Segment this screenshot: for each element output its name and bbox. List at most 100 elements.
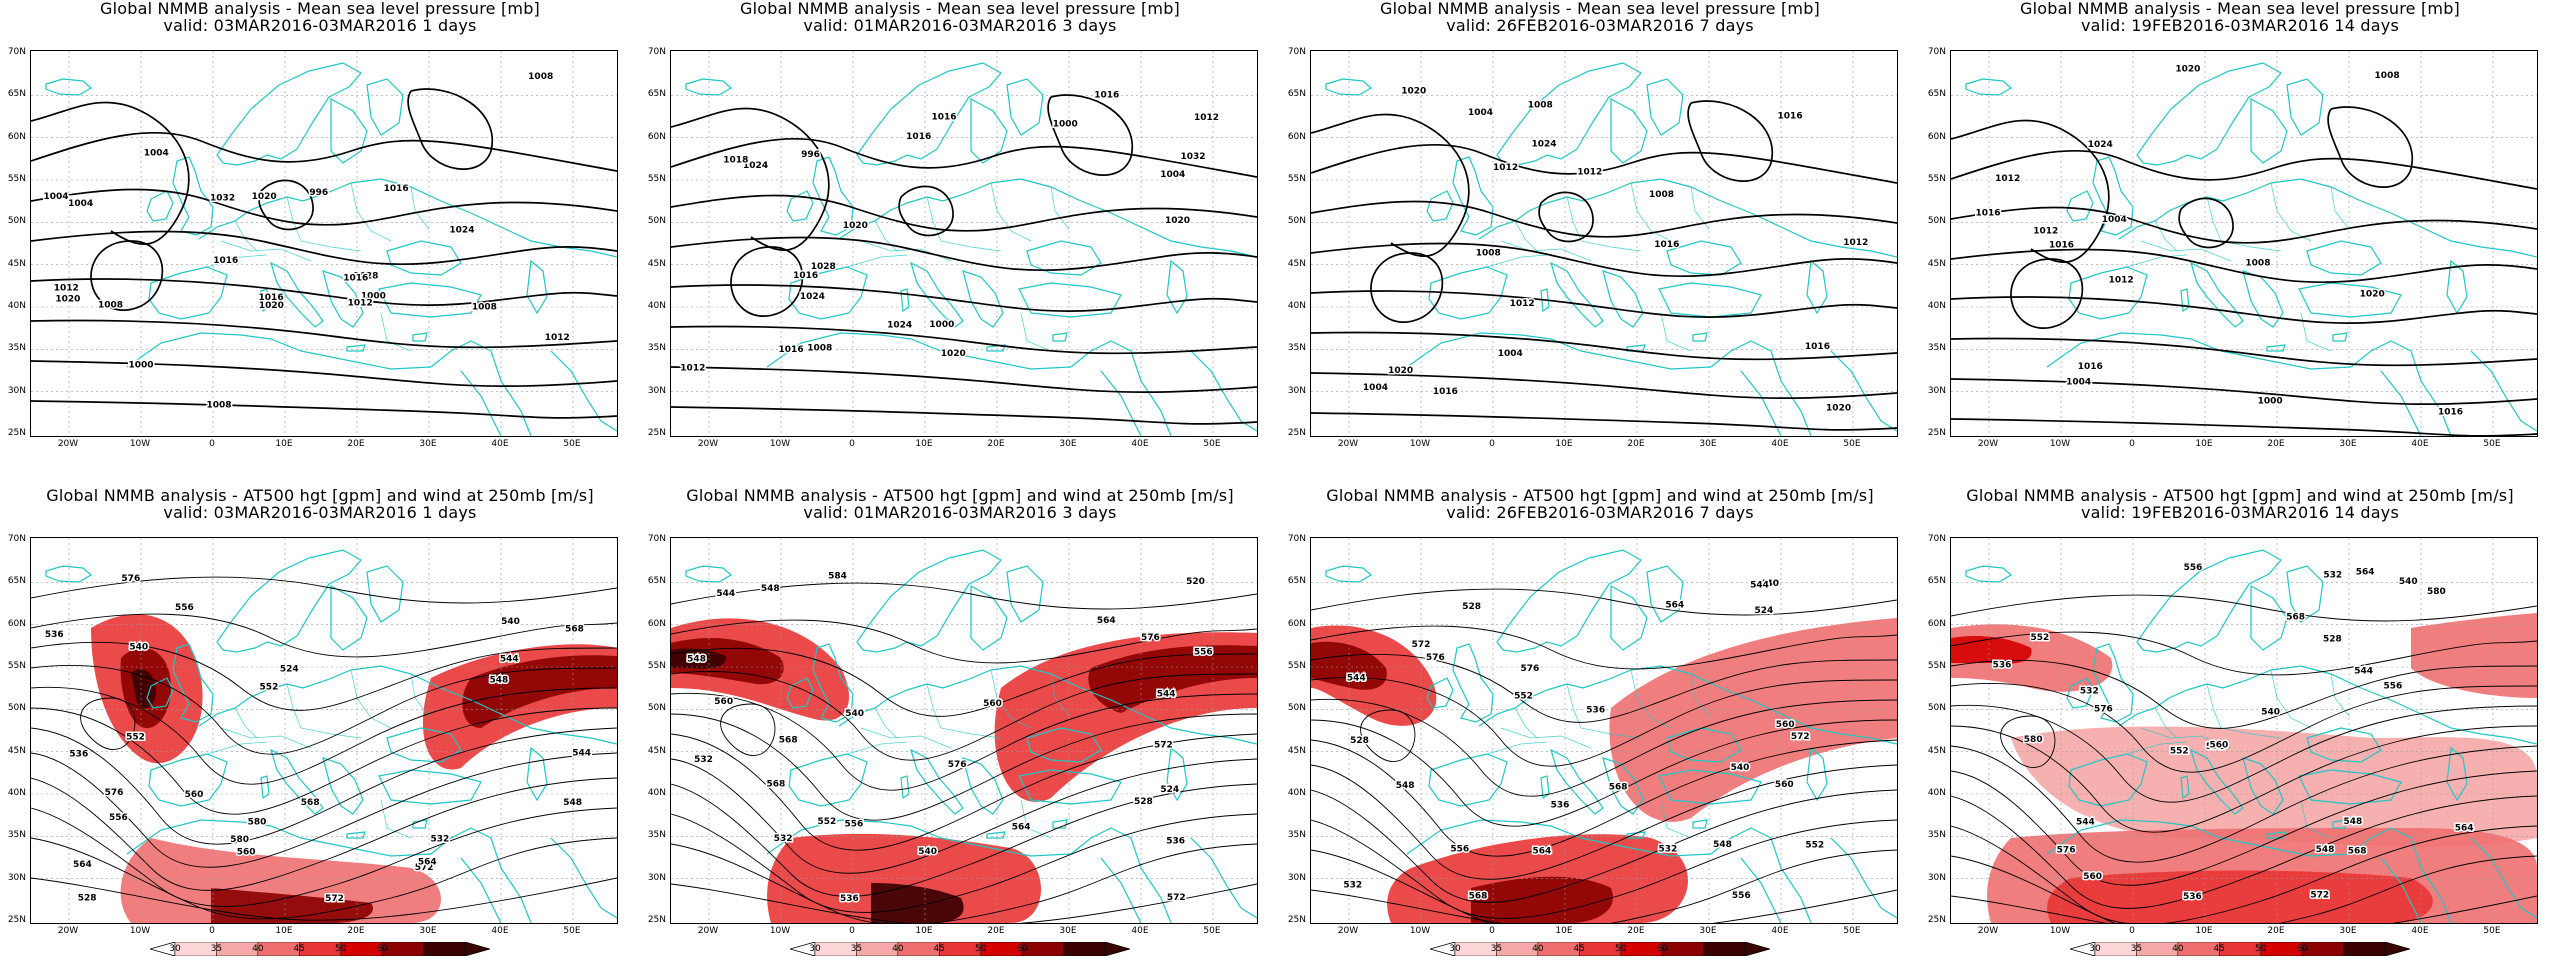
graticule	[671, 538, 1257, 923]
coastlines	[685, 62, 1257, 436]
contour-label: 1020	[55, 295, 80, 305]
map-area: 1000 1004 1008 1012 1016 1020 1024 1028 1032 996 1…	[30, 50, 618, 437]
lat-tick-label: 25N	[7, 915, 26, 925]
contour-label: 1032	[1181, 152, 1206, 162]
wind-shading	[1311, 618, 1897, 923]
lat-tick-label: 65N	[1287, 89, 1306, 100]
lat-tick-label: 40N	[647, 301, 666, 311]
contour-label: 1012	[2033, 227, 2058, 237]
contour-label: 552	[2031, 633, 2050, 643]
panel-subtitle: valid: 26FEB2016-03MAR2016 7 days	[1446, 503, 1754, 522]
contour-label: 580	[2427, 587, 2446, 597]
contour-label: 544	[500, 654, 519, 664]
colorbar-tick-label: 35	[2130, 944, 2143, 954]
lon-tick-label: 50E	[1203, 439, 1221, 449]
panel-subtitle: valid: 26FEB2016-03MAR2016 7 days	[1446, 16, 1754, 35]
graticule	[1311, 538, 1897, 923]
wind-shade-area	[211, 888, 373, 923]
contour-label: 536	[45, 630, 64, 640]
height-contours	[1951, 594, 2537, 923]
height-contours	[31, 576, 617, 921]
contour-label: 1008	[472, 302, 497, 312]
wind-colorbar	[2070, 942, 2410, 956]
lat-tick-label: 45N	[7, 258, 26, 269]
lon-tick-label: 0	[1489, 439, 1495, 449]
contour-label: 568	[2286, 612, 2305, 622]
contour-label: 1004	[1160, 170, 1185, 180]
map-canvas: 1004 1000 1004 1008 1012 1016 1020 1024 1012 1016…	[1951, 51, 2537, 436]
lon-tick-label: 10W	[2049, 439, 2071, 449]
lat-tick-label: 65N	[7, 89, 26, 100]
contour-label: 564	[1097, 616, 1116, 626]
lat-tick-label: 45N	[7, 745, 26, 756]
contour-label: 1012	[1577, 167, 1602, 177]
map-panel-z500-1day: Global NMMB analysis - AT500 hgt [gpm] a…	[0, 487, 640, 960]
contour-label: 1000	[128, 361, 153, 371]
contour-label: 572	[1154, 741, 1173, 751]
lon-tick-label: 50E	[1843, 926, 1861, 936]
contour-label: 536	[1586, 705, 1605, 715]
wind-shade-area	[2411, 613, 2537, 698]
contour-label: 1000	[2258, 397, 2283, 407]
lon-tick-label: 50E	[563, 926, 581, 936]
colorbar-tick-label: 35	[850, 944, 863, 954]
contour-label: 564	[73, 860, 92, 870]
lat-tick-label: 55N	[7, 661, 26, 671]
lon-tick-label: 40E	[2411, 926, 2429, 936]
wind-shade-area	[871, 883, 964, 923]
lon-tick-label: 20W	[57, 439, 79, 449]
map-canvas: 528 532 536 540 544 548 552 556 560 564 568 572 576 5…	[31, 538, 617, 923]
lon-tick-label: 50E	[563, 439, 581, 449]
panel-subtitle: valid: 01MAR2016-03MAR2016 3 days	[803, 503, 1117, 522]
map-area: 524 528 532 536 540 544 548 552 556 560 564 568 572 5…	[1310, 537, 1898, 924]
lat-tick-label: 70N	[1287, 47, 1306, 57]
lat-tick-label: 35N	[647, 343, 666, 354]
panel-subtitle: valid: 19FEB2016-03MAR2016 14 days	[2081, 16, 2399, 35]
colorbar-tick-label: 50	[334, 944, 347, 954]
coastlines	[1965, 62, 2537, 436]
contour-label: 1012	[348, 299, 373, 309]
contour-label: 1020	[2360, 289, 2385, 299]
lat-tick-label: 25N	[1927, 428, 1946, 438]
contour-label: 996	[309, 188, 328, 198]
contour-label: 1020	[941, 349, 966, 359]
contour-label: 1016	[2078, 362, 2103, 372]
map-area: 1004 1008 1012 1016 1020 1008 1004 1012 1008 1004…	[1310, 50, 1898, 437]
contour-label: 560	[1776, 720, 1795, 730]
contour-label: 552	[2170, 746, 2189, 756]
contour-labels: 1004 1008 1012 1016 1020 1008 1004 1012 1008 1004…	[1361, 85, 1869, 415]
lat-tick-label: 50N	[647, 216, 666, 227]
contour-label: 528	[78, 893, 97, 903]
lat-tick-label: 70N	[1927, 534, 1946, 544]
contour-label: 528	[1134, 797, 1153, 807]
contour-label: 1004	[2066, 378, 2091, 388]
contour-label: 1012	[1493, 163, 1518, 173]
lat-tick-label: 40N	[7, 788, 26, 798]
contour-label: 1012	[1843, 238, 1868, 248]
lat-tick-label: 70N	[1287, 534, 1306, 544]
contour-label: 1016	[2049, 240, 2074, 250]
contour-label: 548	[687, 654, 706, 664]
contour-label: 1016	[931, 113, 956, 123]
lon-tick-label: 20W	[1977, 926, 1999, 936]
contour-label: 1016	[793, 271, 818, 281]
contour-label: 1004	[2102, 215, 2127, 225]
lat-tick-label: 50N	[7, 216, 26, 227]
contour-label: 548	[2344, 817, 2363, 827]
country-borders	[206, 669, 430, 839]
map-panel-z500-14days: Global NMMB analysis - AT500 hgt [gpm] a…	[1920, 487, 2560, 960]
map-panel-mslp-1day: Global NMMB analysis - Mean sea level pr…	[0, 0, 640, 470]
country-borders	[1486, 669, 1710, 839]
contour-label: 1004	[43, 192, 68, 202]
contour-label: 540	[918, 847, 937, 857]
contour-label: 556	[845, 820, 864, 830]
lon-tick-label: 10E	[915, 926, 933, 936]
contour-label: 1020	[259, 301, 284, 311]
lat-tick-label: 35N	[647, 830, 666, 841]
lat-tick-label: 35N	[7, 343, 26, 354]
panel-title: Global NMMB analysis - Mean sea level pr…	[740, 0, 1180, 18]
contour-label: 1028	[811, 262, 836, 272]
contour-label: 540	[845, 709, 864, 719]
contour-label: 1008	[206, 401, 231, 411]
